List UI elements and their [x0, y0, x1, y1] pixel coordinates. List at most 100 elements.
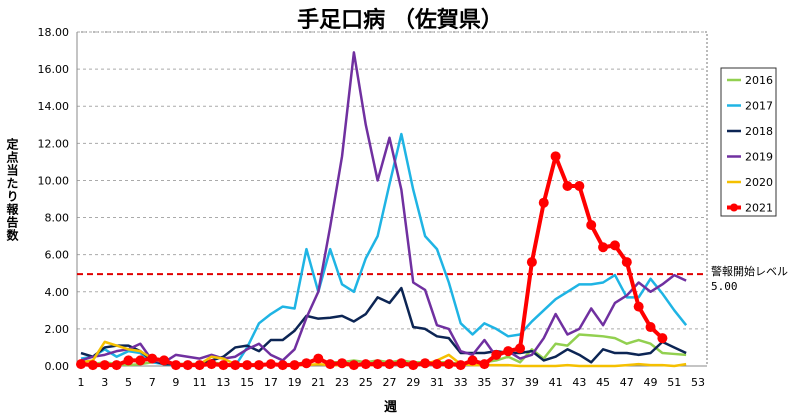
- x-tick-label: 47: [620, 376, 634, 389]
- legend-label: 2019: [745, 151, 773, 164]
- chart-title: 手足口病 （佐賀県）: [297, 8, 503, 33]
- x-tick-label: 51: [667, 376, 681, 389]
- data-point-2021: [372, 359, 383, 370]
- data-point-2021: [182, 360, 193, 371]
- plot-border: [76, 31, 708, 367]
- threshold-value-label: 5.00: [711, 280, 738, 293]
- data-point-2021: [396, 358, 407, 369]
- data-point-2021: [325, 359, 336, 370]
- data-point-2021: [538, 197, 549, 208]
- data-point-2021: [253, 360, 264, 371]
- data-point-2021: [301, 358, 312, 369]
- x-tick-label: 15: [240, 376, 254, 389]
- data-point-2021: [657, 333, 668, 344]
- data-point-2021: [526, 257, 537, 268]
- data-point-2021: [467, 355, 478, 366]
- x-tick-label: 29: [406, 376, 420, 389]
- y-axis-label: 定点当たり報告数: [5, 138, 19, 242]
- data-point-2021: [230, 360, 241, 371]
- x-tick-label: 43: [572, 376, 586, 389]
- data-point-2021: [135, 355, 146, 366]
- data-point-2021: [550, 151, 561, 162]
- data-point-2021: [348, 360, 359, 371]
- legend-label: 2020: [745, 176, 773, 189]
- x-tick-label: 19: [288, 376, 302, 389]
- y-tick-label: 0.00: [45, 360, 70, 373]
- data-point-2021: [289, 360, 300, 371]
- x-tick-label: 37: [501, 376, 515, 389]
- x-tick-label: 27: [383, 376, 397, 389]
- x-tick-label: 17: [264, 376, 278, 389]
- x-tick-label: 33: [454, 376, 468, 389]
- data-point-2021: [479, 359, 490, 370]
- x-tick-label: 5: [125, 376, 132, 389]
- data-point-2021: [515, 343, 526, 354]
- legend: [720, 67, 777, 217]
- data-point-2021: [360, 359, 371, 370]
- data-point-2021: [206, 359, 217, 370]
- x-tick-label: 25: [359, 376, 373, 389]
- y-tick-label: 4.00: [45, 286, 70, 299]
- data-point-2021: [159, 355, 170, 366]
- data-point-2021: [503, 346, 514, 357]
- data-point-2021: [265, 359, 276, 370]
- data-point-2021: [194, 360, 205, 371]
- threshold-label: 警報開始レベル: [711, 264, 788, 278]
- data-point-2021: [408, 360, 419, 371]
- data-point-2021: [586, 219, 597, 230]
- legend-label: 2021: [745, 202, 773, 215]
- data-point-2021: [384, 359, 395, 370]
- data-point-2021: [431, 359, 442, 370]
- x-axis-label: 週: [384, 400, 398, 415]
- legend-label: 2016: [745, 74, 773, 87]
- x-tick-label: 11: [193, 376, 207, 389]
- x-tick-label: 35: [477, 376, 491, 389]
- data-point-2021: [420, 358, 431, 369]
- x-tick-label: 45: [596, 376, 610, 389]
- y-tick-label: 8.00: [45, 212, 70, 225]
- data-point-2021: [76, 359, 86, 370]
- series-line-2018: [80, 286, 687, 366]
- series-line-2017: [80, 132, 688, 368]
- x-tick-label: 7: [149, 376, 156, 389]
- y-tick-label: 12.00: [38, 137, 70, 150]
- data-point-2021: [621, 257, 632, 268]
- data-point-2021: [337, 358, 348, 369]
- data-point-2021: [598, 242, 609, 253]
- x-tick-label: 23: [335, 376, 349, 389]
- data-point-2021: [633, 301, 644, 312]
- data-point-2021: [313, 353, 324, 364]
- x-tick-label: 21: [311, 376, 325, 389]
- data-point-2021: [111, 360, 122, 371]
- data-point-2021: [562, 181, 573, 192]
- data-point-2021: [491, 349, 502, 360]
- data-point-2021: [609, 240, 620, 251]
- x-tick-label: 31: [430, 376, 444, 389]
- data-point-2021: [99, 360, 110, 371]
- data-point-2021: [242, 360, 253, 371]
- y-tick-label: 16.00: [38, 63, 70, 76]
- legend-label: 2017: [745, 100, 773, 113]
- y-tick-label: 2.00: [45, 323, 70, 336]
- y-tick-label: 14.00: [38, 100, 70, 113]
- data-point-2021: [123, 355, 134, 366]
- y-tick-label: 18.00: [38, 26, 70, 39]
- legend-label: 2018: [745, 125, 773, 138]
- x-tick-label: 3: [101, 376, 108, 389]
- data-point-2021: [574, 181, 585, 192]
- x-tick-label: 53: [691, 376, 705, 389]
- x-tick-label: 39: [525, 376, 539, 389]
- x-tick-label: 9: [172, 376, 179, 389]
- data-point-2021: [443, 359, 454, 370]
- data-point-2021: [277, 360, 288, 371]
- x-tick-label: 41: [549, 376, 563, 389]
- series-line-2016: [81, 333, 687, 367]
- data-point-2021: [645, 322, 656, 333]
- data-point-2021: [218, 360, 229, 371]
- legend-marker-2021: [730, 203, 738, 212]
- x-tick-label: 13: [216, 376, 230, 389]
- series-line-2019: [80, 51, 687, 364]
- y-tick-label: 6.00: [45, 249, 70, 262]
- y-tick-label: 10.00: [38, 174, 70, 187]
